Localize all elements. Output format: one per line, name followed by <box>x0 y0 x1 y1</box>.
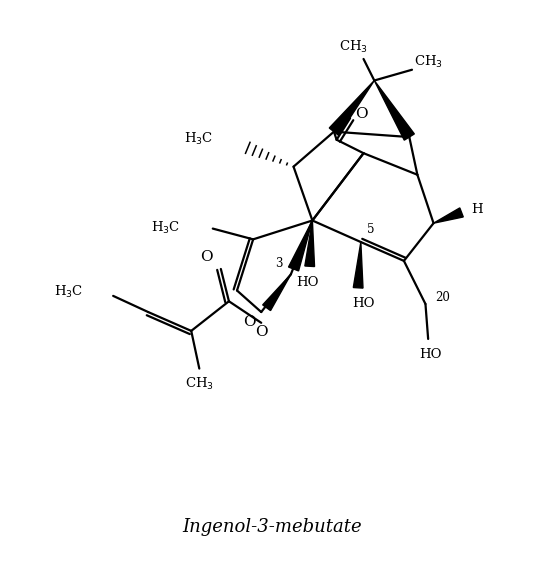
Text: 5: 5 <box>367 223 374 236</box>
Text: HO: HO <box>419 347 442 361</box>
Text: CH$_3$: CH$_3$ <box>185 375 214 392</box>
Text: CH$_3$: CH$_3$ <box>339 39 368 55</box>
Polygon shape <box>305 221 314 267</box>
Polygon shape <box>263 274 291 311</box>
Text: Ingenol-3-mebutate: Ingenol-3-mebutate <box>182 518 362 536</box>
Text: H$_3$C: H$_3$C <box>54 284 84 300</box>
Text: HO: HO <box>296 276 318 289</box>
Text: O: O <box>356 107 368 121</box>
Text: 3: 3 <box>275 257 283 270</box>
Text: O: O <box>255 325 268 339</box>
Text: CH$_3$: CH$_3$ <box>413 53 443 70</box>
Text: HO: HO <box>353 297 375 310</box>
Polygon shape <box>353 242 363 288</box>
Polygon shape <box>329 81 374 135</box>
Text: H$_3$C: H$_3$C <box>151 220 181 235</box>
Polygon shape <box>434 208 463 223</box>
Polygon shape <box>288 221 312 271</box>
Text: H: H <box>471 203 483 216</box>
Text: 20: 20 <box>435 291 450 304</box>
Text: H$_3$C: H$_3$C <box>183 131 213 147</box>
Polygon shape <box>374 81 415 140</box>
Text: O: O <box>200 250 213 264</box>
Text: O: O <box>243 315 256 329</box>
